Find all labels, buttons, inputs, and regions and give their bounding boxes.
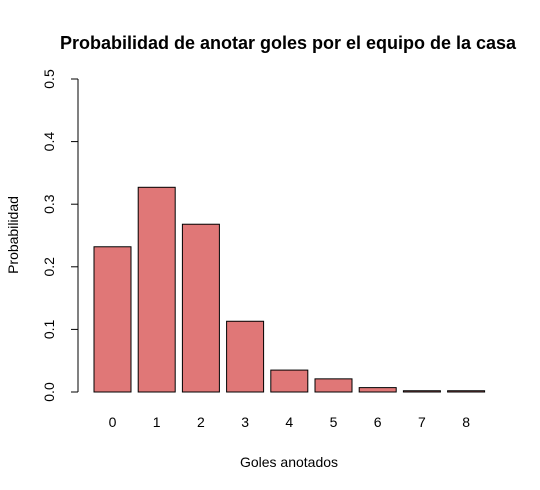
y-tick-label: 0.2 [41, 257, 57, 277]
bar-1 [137, 186, 176, 393]
bar-0 [93, 246, 132, 393]
bar-4 [270, 369, 309, 393]
bar-8 [447, 390, 486, 393]
chart-title: Probabilidad de anotar goles por el equi… [60, 33, 517, 53]
x-tick-label: 5 [330, 414, 338, 430]
x-tick-label: 7 [418, 414, 426, 430]
x-axis-label: Goles anotados [240, 454, 338, 470]
y-axis: 0.0 0.1 0.2 0.3 0.4 0.5 [41, 69, 79, 402]
bar-3 [226, 320, 265, 393]
x-tick-label: 4 [285, 414, 293, 430]
x-tick-label: 6 [374, 414, 382, 430]
y-tick-label: 0.0 [41, 382, 57, 402]
x-tick-label: 8 [462, 414, 470, 430]
bar-2 [181, 223, 220, 393]
x-tick-label: 3 [241, 414, 249, 430]
bar-6 [358, 387, 397, 393]
x-tick-labels: 0 1 2 3 4 5 6 7 8 [109, 414, 471, 430]
x-tick-label: 0 [109, 414, 117, 430]
x-tick-label: 2 [197, 414, 205, 430]
bars-group [93, 186, 486, 393]
y-tick-label: 0.1 [41, 319, 57, 339]
y-tick-label: 0.4 [41, 132, 57, 152]
y-tick-label: 0.3 [41, 194, 57, 214]
y-tick-label: 0.5 [41, 69, 57, 89]
x-tick-label: 1 [153, 414, 161, 430]
y-axis-label: Probabilidad [5, 196, 21, 274]
bar-5 [314, 378, 353, 393]
bar-7 [402, 390, 441, 393]
